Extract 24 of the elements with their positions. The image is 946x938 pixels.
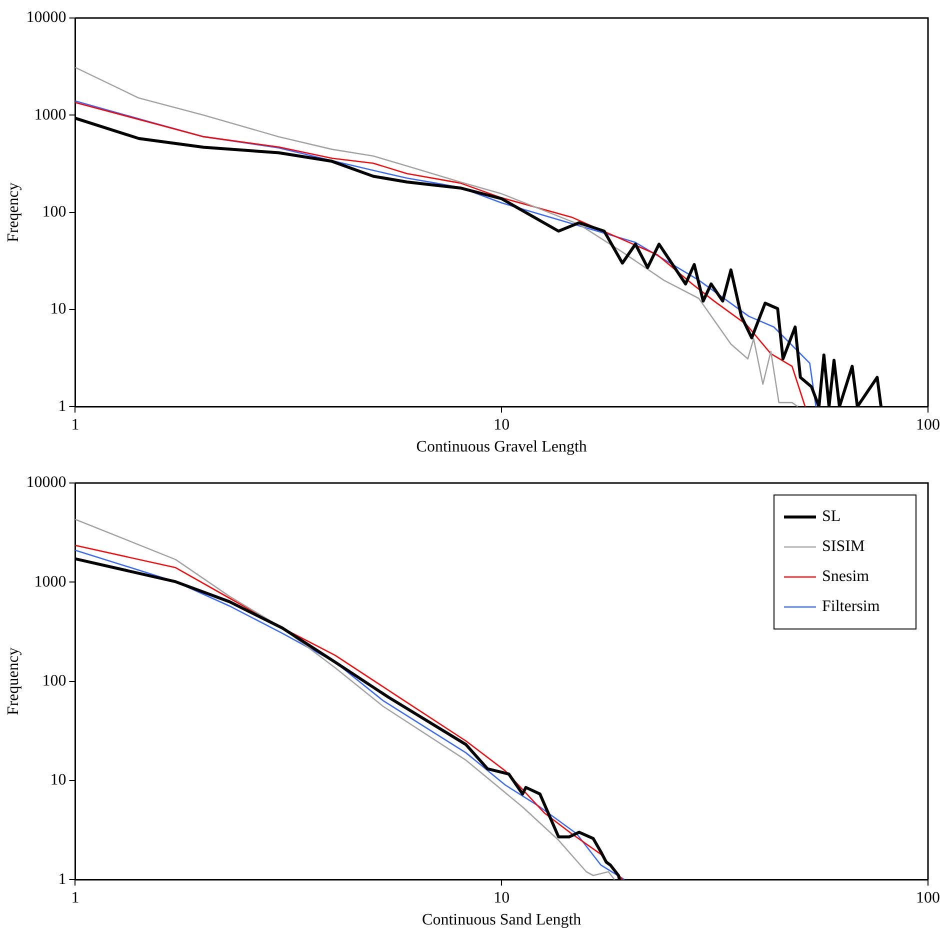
legend-label: SL	[822, 508, 841, 526]
x-tick-label: 1	[71, 416, 80, 434]
y-tick-label: 10	[50, 300, 66, 318]
y-tick-label: 100	[42, 672, 66, 690]
y-tick-label: 1	[58, 870, 66, 888]
y-tick-label: 1	[58, 398, 66, 415]
y-axis-title: Frequency	[4, 648, 22, 716]
y-tick-label: 100	[42, 204, 66, 221]
y-tick-label: 1000	[34, 573, 66, 590]
y-axis-title: Freqency	[4, 182, 22, 242]
x-tick-label: 10	[494, 416, 510, 434]
y-tick-label: 1000	[34, 106, 66, 124]
legend-label: Filtersim	[822, 598, 880, 616]
x-axis-title: Continuous Gravel Length	[416, 438, 587, 456]
legend-label: SISIM	[822, 538, 865, 556]
x-tick-label: 1	[71, 889, 80, 906]
y-tick-label: 10000	[26, 474, 66, 492]
y-tick-label: 10000	[26, 9, 66, 26]
y-tick-label: 10	[50, 772, 66, 789]
x-tick-label: 100	[916, 889, 940, 906]
legend-label: Snesim	[822, 568, 870, 586]
x-tick-label: 100	[916, 416, 940, 434]
x-tick-label: 10	[494, 889, 510, 906]
x-axis-title: Continuous Sand Length	[422, 912, 582, 929]
